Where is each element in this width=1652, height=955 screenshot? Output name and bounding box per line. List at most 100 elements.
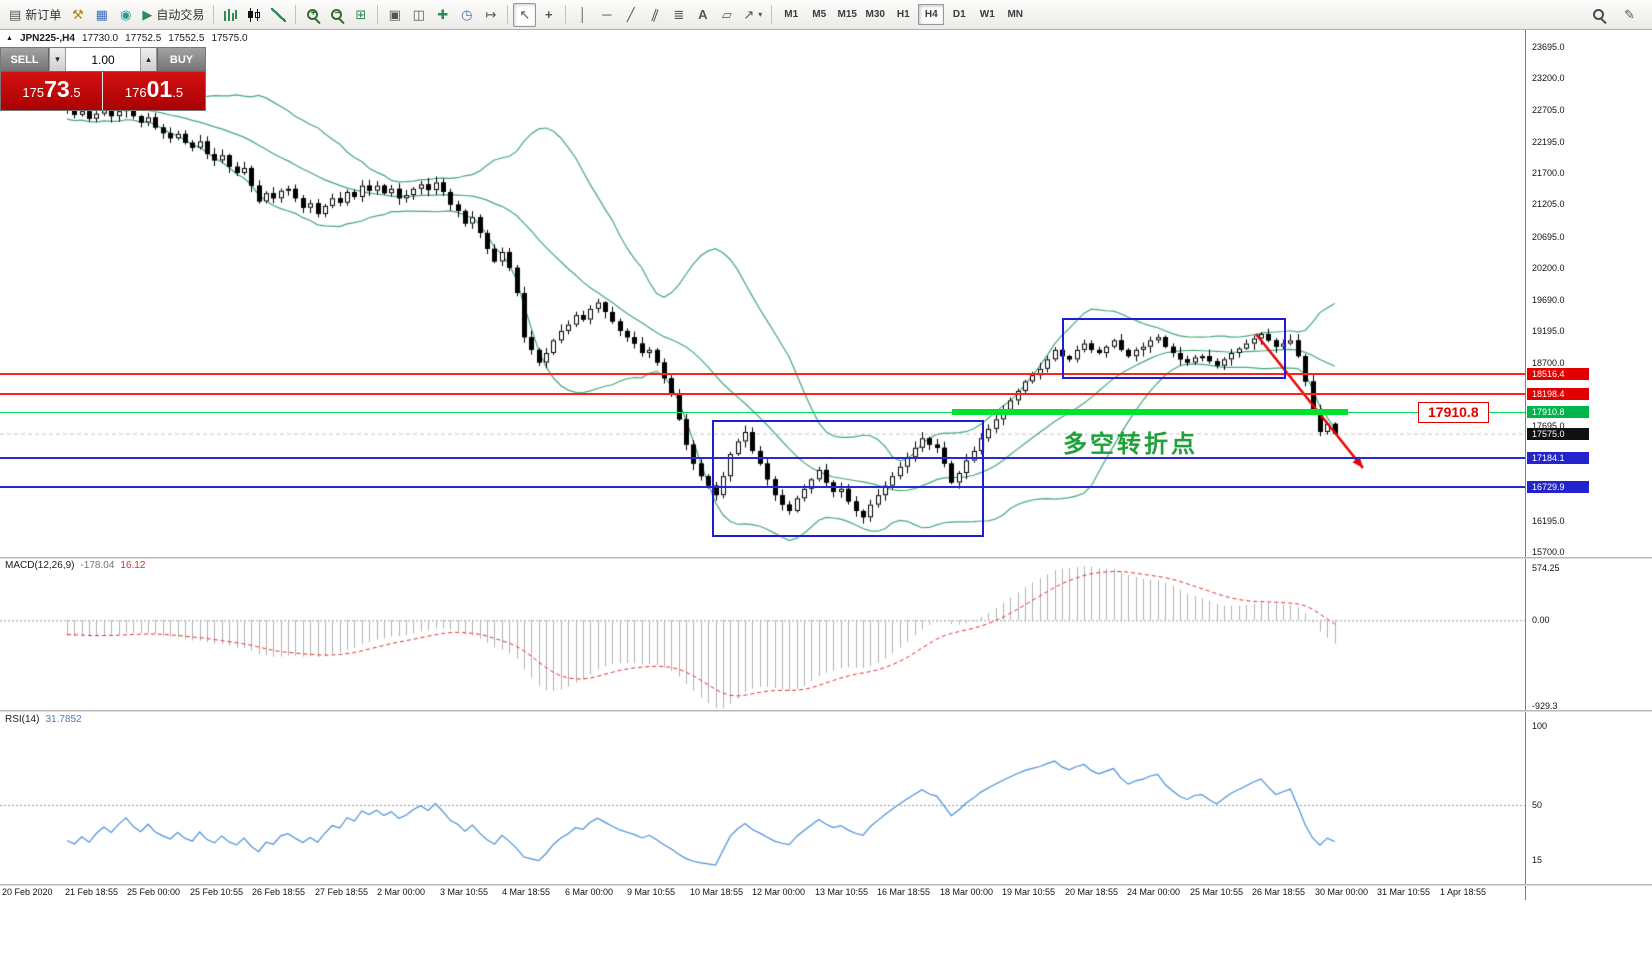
fibonacci-button[interactable]: ≣ [667, 3, 690, 27]
time-label: 9 Mar 10:55 [627, 887, 676, 897]
horizontal-line[interactable] [0, 457, 1525, 460]
sell-button[interactable]: SELL [1, 48, 49, 71]
cascade-windows-button[interactable]: ▣ [383, 3, 406, 27]
candlestick-chart-button[interactable] [243, 3, 266, 27]
tab-timeframe-m15[interactable]: M15 [837, 9, 857, 20]
horizontal-line[interactable] [0, 411, 1525, 413]
buy-price-suffix: .5 [172, 85, 184, 100]
rectangle-annotation[interactable] [712, 420, 984, 537]
market-watch-button[interactable]: ▦ [90, 3, 113, 27]
fibonacci-icon: ≣ [673, 7, 685, 22]
new-order-button[interactable]: ▤ 新订单 [5, 3, 65, 27]
zoom-in-button[interactable]: + [301, 3, 324, 27]
channel-button[interactable]: ∥ [643, 3, 666, 27]
grid-button[interactable]: ⊞ [349, 3, 372, 27]
time-label: 20 Feb 2020 [2, 887, 53, 897]
vertical-line-button[interactable]: │ [571, 3, 594, 27]
time-label: 4 Mar 18:55 [502, 887, 551, 897]
time-label: 24 Mar 00:00 [1127, 887, 1181, 897]
compose-button[interactable]: ✎ [1618, 3, 1641, 27]
panel-divider[interactable] [0, 710, 1652, 712]
text-tool-button[interactable]: A [691, 3, 714, 27]
rsi-value: 31.7852 [45, 714, 82, 725]
lot-size-input[interactable] [66, 48, 140, 71]
shapes-arrows-button[interactable]: ↗ ▾ [739, 3, 766, 27]
price-scale[interactable]: 23695.0 23200.0 22705.0 22195.0 21700.0 21205… [1525, 30, 1652, 900]
tab-timeframe-w1[interactable]: W1 [979, 9, 995, 20]
time-label: 19 Mar 10:55 [1002, 887, 1056, 897]
zoom-in-icon: + [307, 8, 319, 20]
horizontal-line-icon: ─ [602, 7, 612, 22]
toolbar-separator [377, 5, 379, 24]
alerts-button[interactable]: ◉ [114, 3, 137, 27]
toolbar-separator [213, 5, 215, 24]
horizontal-line[interactable] [0, 393, 1525, 396]
price-level-label[interactable]: 17910.8 [1418, 402, 1489, 423]
time-label: 12 Mar 00:00 [752, 887, 806, 897]
buy-price-prefix: 176 [124, 85, 147, 100]
chart-shift-button[interactable]: ↦ [479, 3, 502, 27]
tab-timeframe-d1[interactable]: D1 [952, 9, 966, 20]
sell-price-button[interactable]: 175 73.5 [1, 72, 103, 110]
buy-price-button[interactable]: 176 01.5 [103, 72, 205, 110]
trendline-button[interactable]: ╱ [619, 3, 642, 27]
tab-timeframe-h1[interactable]: H1 [896, 9, 910, 20]
new-chart-button[interactable]: ✚ [431, 3, 454, 27]
time-axis[interactable]: 20 Feb 2020 21 Feb 18:55 25 Feb 00:00 25 Fe… [0, 886, 1525, 900]
indicator-scale-label: 50 [1532, 800, 1543, 810]
time-label: 6 Mar 00:00 [565, 887, 614, 897]
crosshair-button[interactable]: + [537, 3, 560, 27]
rectangle-annotation[interactable] [1062, 318, 1286, 379]
tile-icon: ◫ [412, 7, 425, 22]
tab-timeframe-mn[interactable]: MN [1007, 9, 1024, 20]
tile-windows-button[interactable]: ◫ [407, 3, 430, 27]
tab-timeframe-h4[interactable]: H4 [918, 4, 945, 25]
channel-icon: ∥ [649, 6, 661, 23]
label-icon: ▱ [721, 7, 732, 22]
ohlc-low: 17552.5 [168, 33, 205, 44]
indicator-scale-label: 15 [1532, 855, 1543, 866]
support-resistance-line[interactable] [952, 409, 1348, 416]
play-icon: ▶ [142, 7, 153, 22]
price-tick: 22195.0 [1532, 136, 1565, 147]
crosshair-icon: + [545, 7, 553, 22]
price-tick: 20695.0 [1532, 231, 1565, 242]
search-button[interactable] [1587, 3, 1610, 27]
macd-signal-value: 16.12 [120, 560, 146, 571]
ohlc-open: 17730.0 [81, 33, 119, 44]
tab-timeframe-m1[interactable]: M1 [784, 9, 799, 20]
lot-increase-button[interactable]: ▴ [140, 48, 157, 71]
chart-canvas[interactable] [0, 0, 1525, 910]
buy-button[interactable]: BUY [157, 48, 205, 71]
autotrade-button[interactable]: ▶ 自动交易 [138, 3, 208, 27]
symbol-info-bar: ▲ JPN225-,H4 17730.0 17752.5 17552.5 175… [6, 33, 248, 44]
panel-divider [0, 884, 1652, 886]
tab-timeframe-m30[interactable]: M30 [865, 9, 885, 20]
grid-icon: ⊞ [355, 7, 367, 22]
time-label: 3 Mar 10:55 [440, 887, 489, 897]
cursor-button[interactable]: ↖ [513, 2, 537, 27]
time-label: 26 Mar 18:55 [1252, 887, 1306, 897]
tab-timeframe-m5[interactable]: M5 [812, 9, 827, 20]
line-chart-button[interactable] [267, 3, 290, 27]
period-button[interactable]: ◷ [455, 3, 478, 27]
time-label: 26 Feb 18:55 [252, 887, 306, 897]
lot-decrease-button[interactable]: ▾ [49, 48, 66, 71]
price-badge: 17910.8 [1527, 406, 1589, 419]
horizontal-line[interactable] [0, 373, 1525, 376]
price-tick: 16195.0 [1532, 515, 1565, 526]
horizontal-line-button[interactable]: ─ [595, 3, 618, 27]
time-label: 30 Mar 00:00 [1315, 887, 1369, 897]
time-label: 20 Mar 18:55 [1065, 887, 1119, 897]
time-label: 16 Mar 18:55 [877, 887, 931, 897]
horizontal-line[interactable] [0, 485, 1525, 488]
zoom-out-button[interactable]: − [325, 3, 348, 27]
label-tool-button[interactable]: ▱ [715, 3, 738, 27]
panel-divider[interactable] [0, 557, 1652, 559]
sell-price-big: 73 [44, 76, 70, 102]
shift-icon: ↦ [485, 7, 497, 22]
clock-icon: ◷ [461, 7, 473, 22]
metaeditor-button[interactable]: ⚒ [66, 3, 89, 27]
bar-chart-button[interactable] [219, 3, 242, 27]
